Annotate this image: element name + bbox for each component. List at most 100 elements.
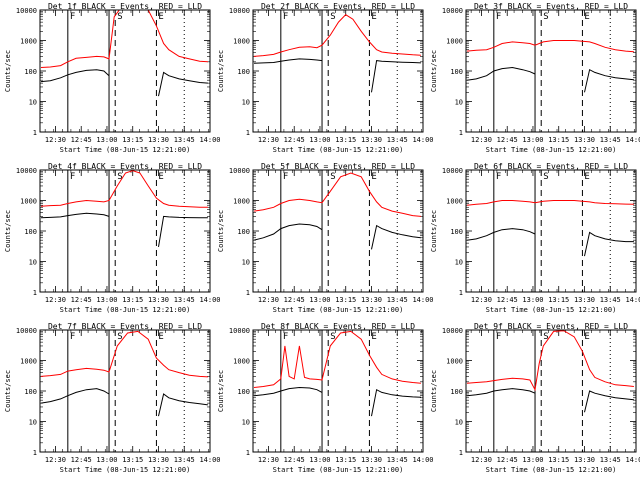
series-events-line <box>466 388 634 413</box>
series-lld-line <box>40 10 208 68</box>
y-tick-label: 10000 <box>229 7 250 15</box>
x-axis-label: Start Time (08-Jun-15 12:21:00) <box>486 306 617 314</box>
y-tick-label: 100 <box>24 388 37 396</box>
x-tick-label: 14:00 <box>625 296 640 304</box>
marker-label: S <box>117 332 122 342</box>
x-tick-label: 12:45 <box>284 456 305 464</box>
x-tick-label: 13:45 <box>174 296 195 304</box>
marker-label: S <box>117 172 122 182</box>
y-tick-label: 10000 <box>442 7 463 15</box>
panel-5: Det 5f BLACK = Events, RED = LLD Counts/s… <box>217 162 434 314</box>
x-tick-label: 13:00 <box>522 296 543 304</box>
x-tick-label: 13:15 <box>548 296 569 304</box>
x-axis-label: Start Time (08-Jun-15 12:21:00) <box>60 466 191 474</box>
marker-label: E <box>158 172 163 182</box>
x-tick-label: 13:00 <box>522 456 543 464</box>
y-tick-label: 10 <box>29 99 37 107</box>
marker-label: S <box>543 172 548 182</box>
series-events-line <box>40 69 208 97</box>
x-tick-label: 12:45 <box>497 296 518 304</box>
y-tick-label: 1000 <box>233 358 250 366</box>
x-tick-label: 12:45 <box>71 296 92 304</box>
y-tick-label: 10 <box>242 259 250 267</box>
x-tick-label: 13:30 <box>574 296 595 304</box>
x-tick-label: 13:15 <box>548 456 569 464</box>
marker-label: E <box>584 332 589 342</box>
plot-frame <box>39 329 211 453</box>
panel-title: Det 8f BLACK = Events, RED = LLD <box>261 322 415 331</box>
x-tick-label: 12:30 <box>45 456 66 464</box>
y-tick-label: 1 <box>459 129 463 137</box>
x-axis-label: Start Time (08-Jun-15 12:21:00) <box>273 146 404 154</box>
x-tick-label: 12:45 <box>71 456 92 464</box>
x-tick-label: 13:30 <box>148 456 169 464</box>
x-axis-label: Start Time (08-Jun-15 12:21:00) <box>60 146 191 154</box>
x-tick-label: 13:30 <box>361 296 382 304</box>
x-tick-label: 13:30 <box>148 296 169 304</box>
y-tick-label: 1000 <box>446 38 463 46</box>
y-tick-label: 10000 <box>442 167 463 175</box>
marker-label: E <box>158 332 163 342</box>
y-tick-label: 10000 <box>229 167 250 175</box>
series-events-line <box>253 58 421 93</box>
x-tick-label: 13:30 <box>361 136 382 144</box>
x-axis-label: Start Time (08-Jun-15 12:21:00) <box>273 306 404 314</box>
series-lld-line <box>40 330 208 378</box>
x-tick-label: 12:30 <box>471 296 492 304</box>
x-tick-label: 13:00 <box>96 136 117 144</box>
marker-label: E <box>371 172 376 182</box>
panel-title: Det 5f BLACK = Events, RED = LLD <box>261 162 415 171</box>
panel-title: Det 2f BLACK = Events, RED = LLD <box>261 2 415 11</box>
series-lld-line <box>253 172 421 217</box>
marker-label: F <box>70 172 75 182</box>
y-axis-label: Counts/sec <box>430 210 438 252</box>
y-tick-label: 1 <box>33 289 37 297</box>
plot-frame <box>465 169 637 293</box>
y-axis-label: Counts/sec <box>217 50 225 92</box>
x-tick-label: 13:30 <box>574 456 595 464</box>
y-tick-label: 100 <box>237 388 250 396</box>
x-tick-label: 13:00 <box>522 136 543 144</box>
panel-title: Det 6f BLACK = Events, RED = LLD <box>474 162 628 171</box>
panel-4: Det 4f BLACK = Events, RED = LLD Counts/s… <box>4 162 221 314</box>
panel-3: Det 3f BLACK = Events, RED = LLD Counts/s… <box>430 2 640 154</box>
series-events-line <box>253 223 421 250</box>
x-tick-label: 13:15 <box>335 296 356 304</box>
plot-frame <box>465 329 637 453</box>
y-tick-label: 10000 <box>16 327 37 335</box>
marker-label: S <box>330 12 335 22</box>
y-tick-label: 1 <box>33 449 37 457</box>
x-tick-label: 14:00 <box>412 456 433 464</box>
y-tick-label: 100 <box>24 68 37 76</box>
series-lld-line <box>466 200 634 206</box>
x-tick-label: 13:45 <box>387 296 408 304</box>
series-events-line <box>466 228 634 257</box>
plot-frame <box>252 329 424 453</box>
y-tick-label: 10 <box>29 259 37 267</box>
x-tick-label: 13:30 <box>148 136 169 144</box>
marker-label: E <box>158 12 163 22</box>
plot-frame <box>252 169 424 293</box>
x-tick-label: 13:15 <box>122 456 143 464</box>
x-tick-label: 13:45 <box>600 136 621 144</box>
panel-title: Det 3f BLACK = Events, RED = LLD <box>474 2 628 11</box>
y-axis-label: Counts/sec <box>430 50 438 92</box>
y-tick-label: 1000 <box>20 38 37 46</box>
x-tick-label: 12:30 <box>258 136 279 144</box>
panel-8: Det 8f BLACK = Events, RED = LLD Counts/s… <box>217 322 434 474</box>
y-tick-label: 100 <box>450 388 463 396</box>
y-tick-label: 100 <box>450 228 463 236</box>
panel-2: Det 2f BLACK = Events, RED = LLD Counts/s… <box>217 2 434 154</box>
x-tick-label: 12:45 <box>71 136 92 144</box>
series-events-line <box>40 388 208 417</box>
y-tick-label: 100 <box>450 68 463 76</box>
panel-title: Det 1f BLACK = Events, RED = LLD <box>48 2 202 11</box>
x-tick-label: 14:00 <box>412 296 433 304</box>
x-tick-label: 12:45 <box>497 456 518 464</box>
y-tick-label: 100 <box>24 228 37 236</box>
x-tick-label: 12:30 <box>45 296 66 304</box>
panel-9: Det 9f BLACK = Events, RED = LLD Counts/s… <box>430 322 640 474</box>
x-tick-label: 12:30 <box>471 456 492 464</box>
x-tick-label: 12:45 <box>284 136 305 144</box>
